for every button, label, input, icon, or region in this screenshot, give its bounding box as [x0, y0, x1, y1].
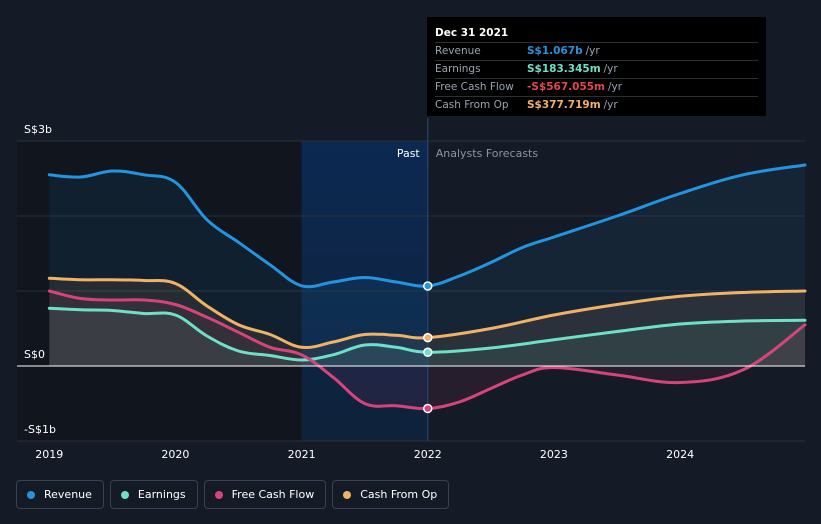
x-tick-label: 2022 [414, 448, 442, 461]
tooltip-row-cash-from-op: Cash From Op S$377.719m /yr [435, 96, 758, 114]
cash-from-op-line [47, 276, 807, 350]
tooltip-label: Earnings [435, 63, 481, 75]
x-tick-label: 2020 [161, 448, 189, 461]
tooltip-value: S$183.345m [527, 63, 601, 75]
series-lines [47, 163, 807, 411]
free-cash-flow-area [49, 291, 806, 409]
x-tick-label: 2021 [288, 448, 316, 461]
cash-from-op-dot-icon [343, 490, 352, 499]
legend-label: Free Cash Flow [231, 488, 315, 501]
x-axis-labels: 2019 2020 2021 2022 2023 2024 [35, 448, 694, 461]
cash-from-op-point [423, 332, 433, 343]
tooltip-row-revenue: Revenue S$1.067b /yr [435, 42, 758, 60]
legend-label: Revenue [44, 488, 92, 501]
x-tick-label: 2024 [666, 448, 694, 461]
earnings-dot-icon [120, 490, 129, 499]
x-tick-label: 2019 [35, 448, 63, 461]
forecast-label: Analysts Forecasts [436, 147, 539, 160]
tooltip-unit: /yr [603, 99, 618, 111]
legend-label: Cash From Op [360, 488, 438, 501]
cash-from-op-area [49, 278, 806, 366]
y-tick-label: -S$1b [24, 423, 56, 436]
y-tick-label: S$3b [24, 123, 52, 136]
tooltip-unit: /yr [608, 81, 623, 93]
tooltip-value: S$377.719m [527, 99, 601, 111]
earnings-line [47, 306, 807, 362]
legend-item-cash-from-op[interactable]: Cash From Op [332, 480, 450, 509]
tooltip-row-free-cash-flow: Free Cash Flow -S$567.055m /yr [435, 78, 758, 96]
legend-item-earnings[interactable]: Earnings [109, 480, 198, 509]
legend: Revenue Earnings Free Cash Flow Cash Fro… [16, 480, 450, 509]
highlight-points [423, 281, 433, 414]
legend-item-revenue[interactable]: Revenue [16, 480, 104, 509]
earnings-point [423, 347, 433, 358]
free-cash-flow-point [423, 403, 433, 414]
tooltip-label: Cash From Op [435, 99, 509, 111]
legend-item-free-cash-flow[interactable]: Free Cash Flow [203, 480, 327, 509]
revenue-point [423, 281, 433, 291]
free-cash-flow-dot-icon [214, 490, 223, 499]
past-label: Past [397, 147, 421, 160]
tooltip-value: -S$567.055m [527, 81, 605, 93]
revenue-line [47, 163, 807, 289]
y-tick-label: S$0 [24, 348, 45, 361]
tooltip-date: Dec 31 2021 [435, 27, 509, 39]
revenue-dot-icon [27, 490, 35, 499]
tooltip-value: S$1.067b [527, 45, 583, 57]
free-cash-flow-line [47, 289, 807, 411]
legend-label: Earnings [137, 488, 186, 501]
x-tick-label: 2023 [540, 448, 568, 461]
tooltip-label: Free Cash Flow [435, 81, 514, 93]
tooltip-row-earnings: Earnings S$183.345m /yr [435, 60, 758, 78]
tooltip-unit: /yr [585, 45, 600, 57]
grid-lines [17, 140, 805, 442]
y-axis-labels: S$3b S$0 -S$1b [24, 123, 56, 436]
revenue-area [49, 165, 806, 366]
tooltip: Dec 31 2021 Revenue S$1.067b /yr Earning… [427, 17, 766, 116]
tooltip-label: Revenue [435, 45, 481, 57]
tooltip-unit: /yr [603, 63, 618, 75]
